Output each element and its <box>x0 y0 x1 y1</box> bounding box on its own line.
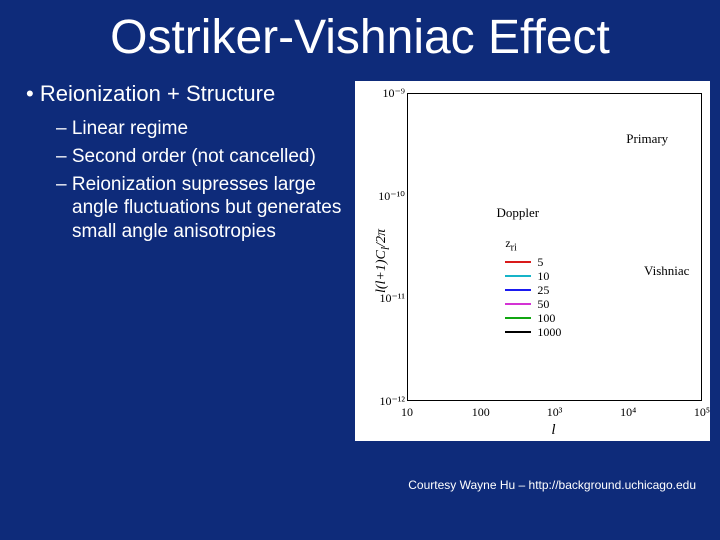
legend-item: 50 <box>505 297 561 311</box>
sub-bullet: – Second order (not cancelled) <box>56 145 342 169</box>
credit-line: Courtesy Wayne Hu – http://background.uc… <box>408 478 696 492</box>
legend-item: 5 <box>505 255 561 269</box>
chart-annotation: Doppler <box>497 205 540 221</box>
x-axis-label: l <box>407 422 700 439</box>
x-tick-label: 10⁵ <box>694 405 710 420</box>
x-tick-label: 10 <box>401 405 413 420</box>
legend-item: 10 <box>505 269 561 283</box>
sub-bullet: – Linear regime <box>56 117 342 141</box>
bullet-top: • Reionization + Structure <box>22 81 342 107</box>
y-tick-label: 10⁻¹¹ <box>369 291 405 306</box>
y-tick-label: 10⁻⁹ <box>369 86 405 101</box>
legend-item: 1000 <box>505 325 561 339</box>
chart-column: l(l+1)Cl/2π zri51025501001000 PrimaryDop… <box>346 81 710 441</box>
slide-title: Ostriker-Vishniac Effect <box>0 0 720 81</box>
chart-plot: l(l+1)Cl/2π zri51025501001000 PrimaryDop… <box>355 81 710 441</box>
x-tick-label: 10³ <box>547 405 563 420</box>
x-tick-label: 100 <box>472 405 490 420</box>
legend-title: zri <box>505 236 561 253</box>
y-axis-label: l(l+1)Cl/2π <box>374 229 392 293</box>
sub-bullet: – Reionization supresses large angle flu… <box>56 173 342 244</box>
plot-area: zri 51025501001000 Primary Doppler Vishniac <box>407 93 702 401</box>
x-tick-label: 10⁴ <box>620 405 636 420</box>
legend-item: 100 <box>505 311 561 325</box>
y-tick-label: 10⁻¹⁰ <box>369 189 405 204</box>
sub-bullet-list: – Linear regime – Second order (not canc… <box>22 117 342 244</box>
legend-item: 25 <box>505 283 561 297</box>
content-row: • Reionization + Structure – Linear regi… <box>0 81 720 441</box>
text-column: • Reionization + Structure – Linear regi… <box>22 81 342 441</box>
y-tick-label: 10⁻¹² <box>369 394 405 409</box>
chart-annotation: Primary <box>626 131 668 147</box>
chart-annotation: Vishniac <box>644 263 689 279</box>
legend-box: zri 51025501001000 <box>505 236 561 339</box>
